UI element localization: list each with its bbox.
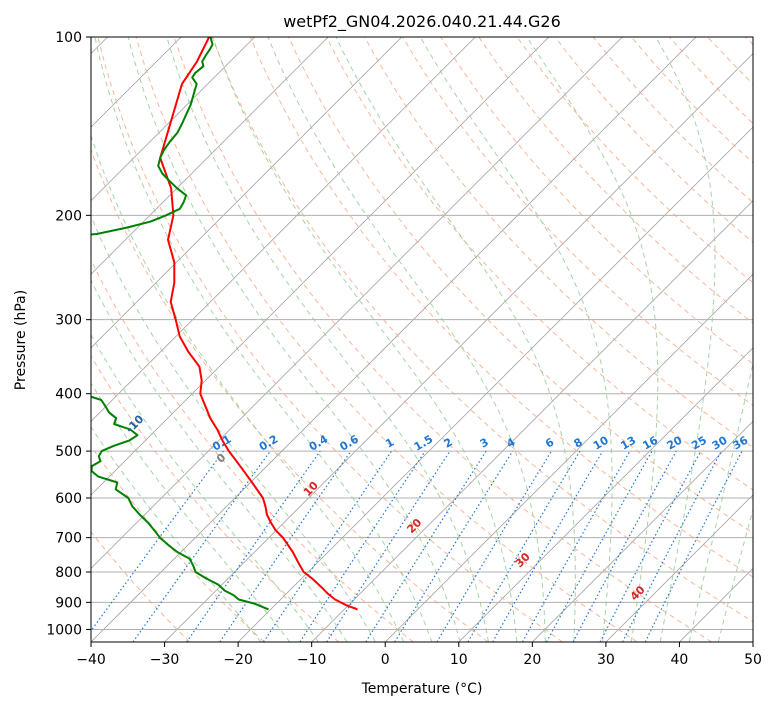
dry-adiabat-line	[173, 37, 713, 642]
x-tick-label: −20	[223, 652, 253, 668]
y-tick-label: 700	[55, 531, 82, 547]
isotherm-line	[237, 126, 753, 642]
moist-adiabat-line	[127, 37, 461, 642]
isotherm-line	[384, 273, 753, 642]
moist-adiabat-line	[91, 426, 262, 642]
moist-adiabat-line	[166, 37, 489, 642]
moist-adiabat-line	[335, 37, 576, 642]
dry-adiabat-line	[91, 148, 489, 642]
isotherm-line	[605, 494, 753, 642]
moist-adiabat-line	[212, 37, 518, 642]
mixing-ratio-line	[644, 450, 743, 642]
x-tick-label: −30	[150, 652, 180, 668]
x-tick-label: 10	[450, 652, 468, 668]
x-tick-label: −40	[76, 652, 106, 668]
dry-adiabat-line	[287, 37, 753, 534]
moist-adiabat-line	[91, 382, 291, 642]
x-tick-label: 50	[744, 652, 762, 668]
mixing-ratio-line	[326, 450, 451, 642]
moist-adiabat-line	[419, 37, 613, 642]
x-axis-label: Temperature (°C)	[361, 681, 483, 697]
mixing-ratio-line	[132, 450, 271, 642]
mixing-ratio-line	[521, 450, 631, 642]
isotherm-line	[532, 420, 753, 642]
y-tick-label: 800	[55, 565, 82, 581]
mixing-ratio-line	[219, 450, 352, 642]
y-axis-label: Pressure (hPa)	[13, 290, 29, 390]
temperature-profile-line	[159, 37, 358, 611]
dry-adiabat-line	[91, 531, 191, 642]
dry-adiabat-line	[440, 37, 753, 365]
axes-layer: −40 −30 −20 −10 0 10 20 30 40 50 100 200 300 400 500 60…	[46, 30, 762, 668]
moist-adiabat-line	[94, 37, 433, 642]
dry-adiabat-line	[91, 445, 265, 642]
y-tick-label: 600	[55, 491, 82, 507]
dewpoint-profile-line	[91, 37, 269, 611]
mixing-ratio-line	[299, 450, 426, 642]
isotherm-line	[91, 37, 329, 275]
mixing-ratio-line	[572, 450, 677, 642]
y-tick-label: 300	[55, 313, 82, 329]
isotherm-line	[91, 37, 403, 349]
dry-adiabat-line	[97, 37, 563, 642]
y-tick-label: 400	[55, 387, 82, 403]
dry-adiabat-line	[516, 37, 753, 284]
isotherm-line	[91, 37, 697, 642]
isotherm-line	[91, 37, 255, 202]
y-tick-label: 1000	[46, 622, 82, 638]
mixing-ratio-line	[546, 450, 653, 642]
moist-adiabat-line	[91, 134, 405, 642]
x-tick-label: 40	[671, 652, 689, 668]
mixing-ratio-line	[394, 450, 514, 642]
y-tick-label: 100	[55, 30, 82, 46]
isotherm-line	[164, 52, 753, 642]
y-tick-label: 900	[55, 595, 82, 611]
plot-frame	[90, 36, 754, 643]
dry-adiabat-line	[211, 37, 753, 623]
mixing-ratio-line	[186, 450, 321, 642]
x-tick-label: 30	[597, 652, 615, 668]
chart-title: wetPf2_GN04.2026.040.21.44.G26	[283, 12, 561, 32]
isotherm-line	[458, 347, 753, 642]
y-tick-label: 200	[55, 208, 82, 224]
moist-adiabat-line	[655, 37, 716, 642]
isotherm-line	[91, 37, 623, 570]
x-tick-label: −10	[297, 652, 327, 668]
moist-adiabat-line	[267, 37, 546, 642]
moist-adiabat-line	[91, 214, 376, 642]
y-tick-label: 500	[55, 444, 82, 460]
dry-adiabat-line	[91, 258, 414, 642]
mixing-ratio-line	[91, 450, 224, 632]
mixing-ratio-line	[262, 450, 392, 642]
isotherm-line	[91, 37, 550, 496]
dry-adiabat-line	[91, 355, 340, 642]
dry-adiabat-line	[249, 37, 753, 578]
moist-adiabat-line	[91, 333, 319, 642]
x-tick-label: 20	[523, 652, 541, 668]
moist-adiabat-line	[526, 37, 659, 642]
isotherm-line	[91, 37, 476, 422]
x-tick-label: 0	[381, 652, 390, 668]
dry-adiabat-line	[402, 37, 753, 407]
series-layer	[91, 37, 358, 611]
